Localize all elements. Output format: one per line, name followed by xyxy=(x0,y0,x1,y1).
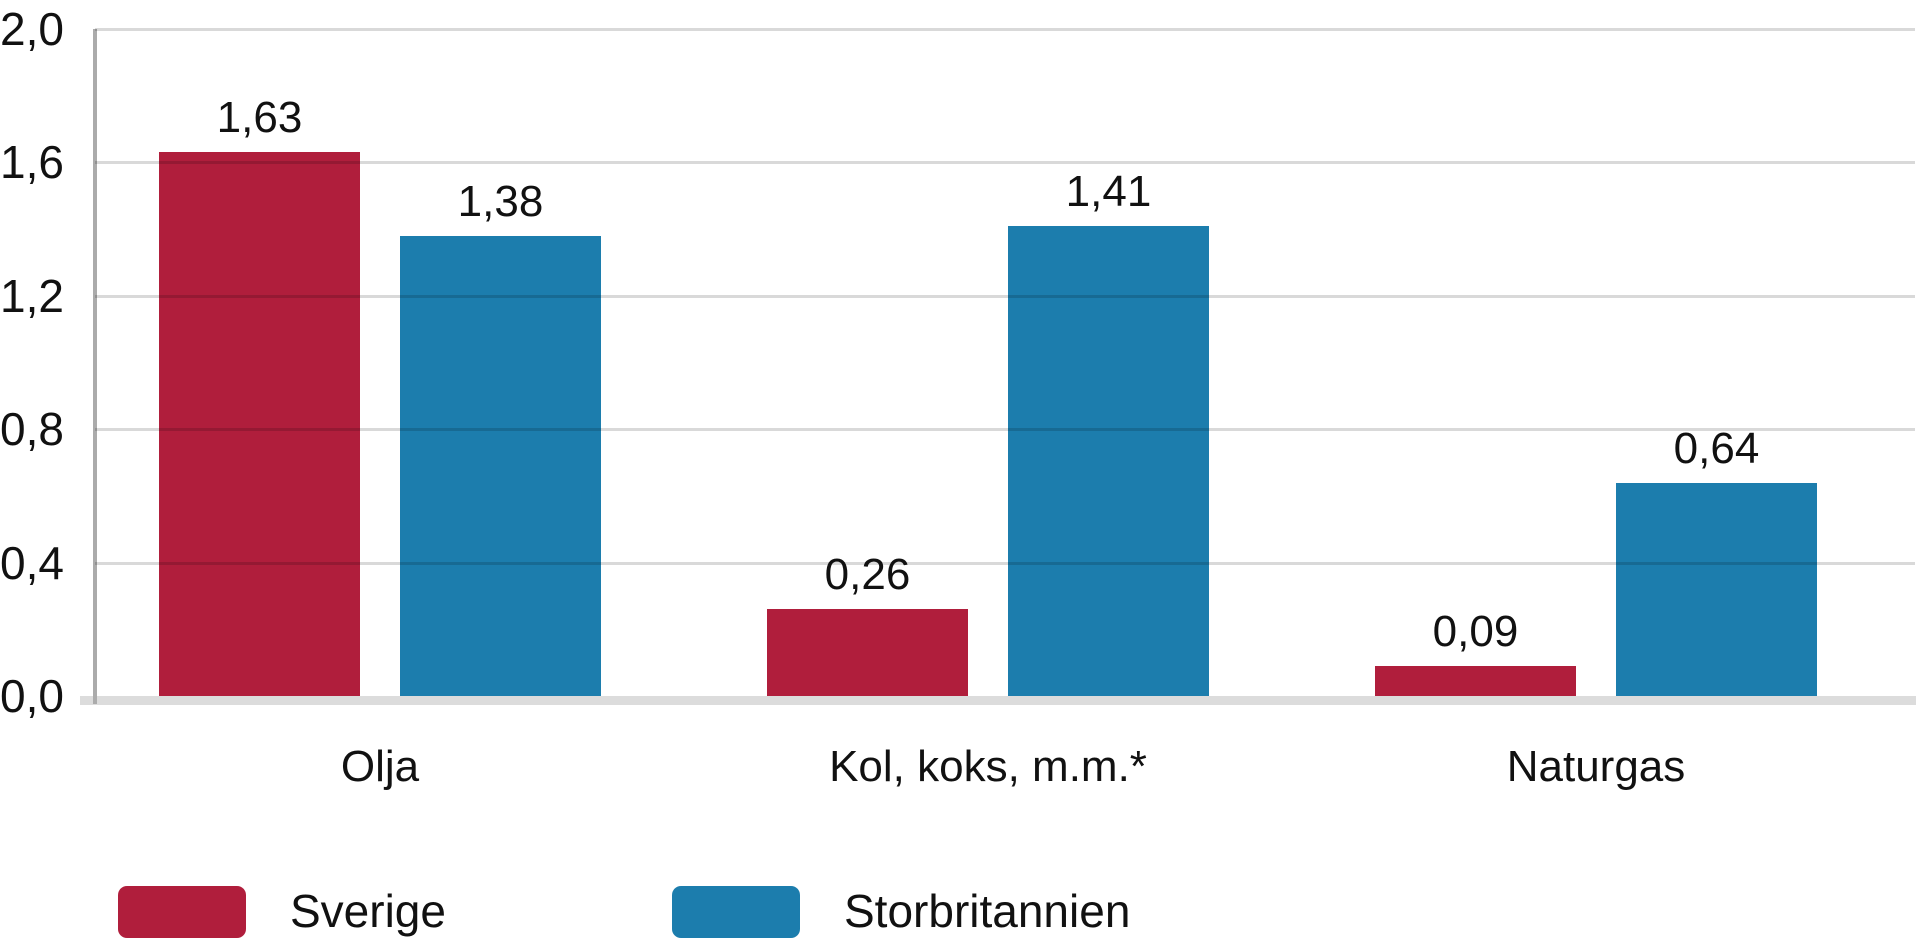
y-tick-label: 0,8 xyxy=(0,403,64,456)
bar-value-label: 0,64 xyxy=(1673,423,1760,473)
x-axis-baseline xyxy=(80,696,1916,705)
bar-value-label: 1,63 xyxy=(216,93,303,143)
legend-label-storbritannien: Storbritannien xyxy=(844,885,1131,937)
y-tick-label: 0,0 xyxy=(0,670,64,722)
legend-label-sverige: Sverige xyxy=(290,885,446,937)
bar-storbritannien-3 xyxy=(1616,482,1817,696)
gridline xyxy=(95,161,1915,165)
bar-value-label: 0,09 xyxy=(1432,606,1519,656)
gridline xyxy=(95,28,1915,31)
gridline xyxy=(95,428,1915,432)
bar-sverige-3 xyxy=(1375,666,1576,696)
y-tick-label: 1,6 xyxy=(0,136,64,189)
y-tick-label: 0,4 xyxy=(0,536,64,589)
legend-swatch-sverige xyxy=(118,886,246,938)
bar-storbritannien-2 xyxy=(1008,225,1209,696)
x-category-label: Olja xyxy=(340,742,420,791)
legend-swatch-storbritannien xyxy=(672,886,800,938)
y-tick-label: 2,0 xyxy=(0,3,64,55)
gridline xyxy=(95,294,1915,298)
bar-sverige-2 xyxy=(767,609,968,696)
bar-value-label: 1,41 xyxy=(1065,166,1152,216)
bar-value-label: 1,38 xyxy=(457,176,544,226)
bar-sverige-1 xyxy=(159,152,360,696)
bar-value-label: 0,26 xyxy=(824,550,911,600)
plot-area: 1,63 1,38 0,26 1,41 0,09 0,64 xyxy=(95,28,1915,696)
y-axis-line xyxy=(93,29,97,704)
y-tick-label: 1,2 xyxy=(0,269,64,322)
x-category-label: Naturgas xyxy=(1506,742,1686,791)
chart-legend: Sverige Storbritannien xyxy=(0,884,1920,940)
bar-storbritannien-1 xyxy=(400,235,601,696)
gridline xyxy=(95,561,1915,565)
x-category-label: Kol, koks, m.m.* xyxy=(829,742,1147,791)
